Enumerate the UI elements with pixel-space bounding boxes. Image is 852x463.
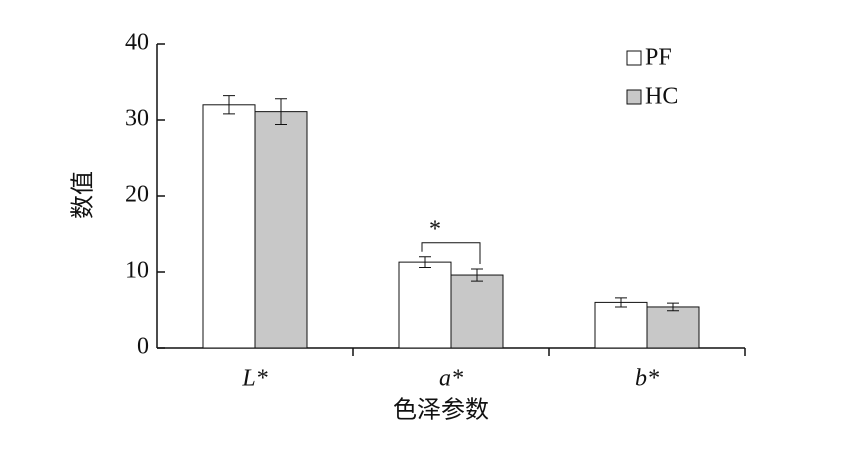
error-bar — [667, 302, 679, 312]
significance-bracket — [421, 242, 481, 264]
error-bar — [419, 256, 431, 268]
error-bar — [615, 297, 627, 308]
y-tick-label: 40 — [125, 30, 149, 56]
bar — [450, 274, 504, 349]
y-tick-label: 0 — [137, 334, 149, 360]
x-tick-label: L* — [241, 366, 267, 392]
bar — [594, 301, 648, 349]
error-bar — [275, 98, 287, 126]
legend-swatch — [626, 89, 642, 105]
legend-label: HC — [645, 84, 678, 110]
y-tick-label: 10 — [125, 258, 149, 284]
error-bar — [223, 95, 235, 115]
error-bar — [471, 268, 483, 282]
significance-label: * — [429, 216, 441, 242]
bar — [202, 104, 256, 349]
legend-label: PF — [645, 45, 672, 71]
x-tick-label: a* — [439, 366, 463, 392]
bar — [254, 111, 308, 349]
bar — [398, 261, 452, 349]
y-axis-label: 数值 — [70, 171, 97, 219]
y-tick-label: 20 — [125, 182, 149, 208]
bar — [646, 306, 700, 349]
x-tick-label: b* — [635, 366, 659, 392]
x-axis-label: 色泽参数 — [393, 397, 489, 424]
legend-swatch — [626, 50, 642, 66]
y-tick-label: 30 — [125, 106, 149, 132]
